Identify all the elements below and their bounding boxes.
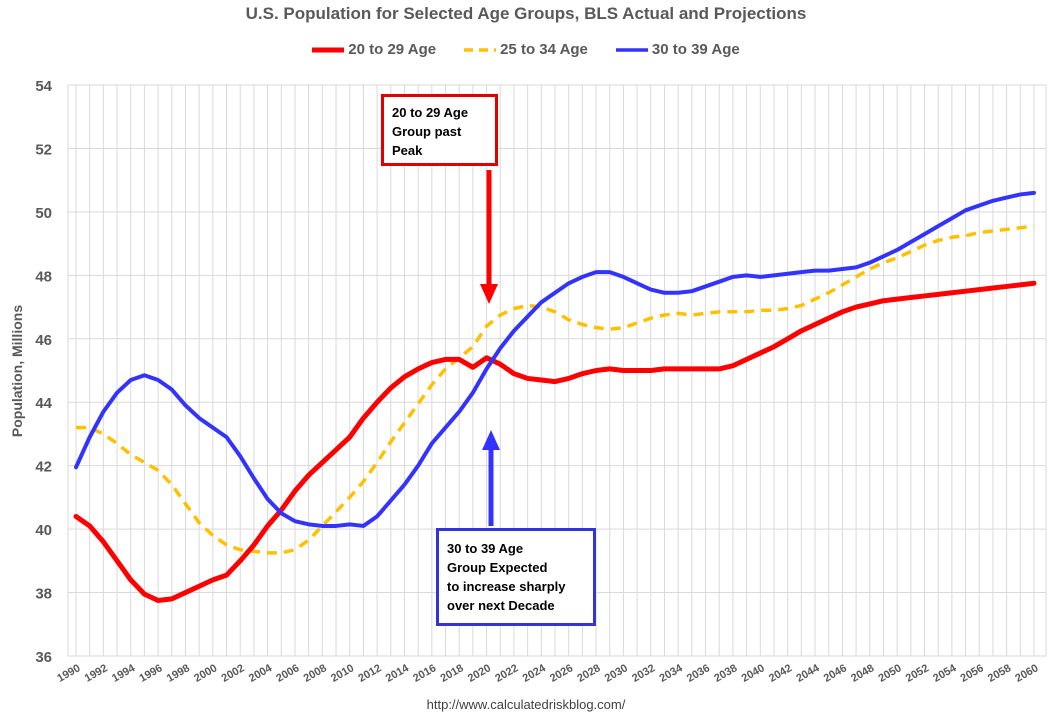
legend-label-20-29: 20 to 29 Age (348, 41, 437, 58)
x-tick-label: 2042 (767, 662, 794, 685)
y-tick-label: 46 (35, 332, 52, 349)
x-tick-label: 2006 (274, 662, 301, 685)
x-tick-label: 2052 (904, 662, 931, 685)
legend-item-20-29: 20 to 29 Age (312, 41, 436, 58)
y-tick-label: 44 (35, 395, 52, 412)
x-tick-label: 2050 (876, 662, 903, 685)
annotation-red-line-1: 20 to 29 Age (392, 105, 469, 120)
x-tick-label: 2008 (302, 662, 329, 685)
x-tick-label: 1994 (110, 662, 138, 685)
x-tick-label: 2022 (493, 662, 520, 685)
series-line-20-to-29-age (73, 280, 1037, 603)
source-url: http://www.calculatedriskblog.com/ (426, 697, 626, 712)
y-tick-label: 52 (35, 141, 52, 158)
x-tick-label: 2026 (548, 662, 575, 685)
annotation-blue-line-4: over next Decade (447, 598, 555, 613)
x-tick-label: 2012 (356, 662, 383, 685)
y-axis-tick-labels: 36 38 40 42 44 46 48 50 52 54 (35, 78, 52, 666)
x-tick-label: 1990 (55, 662, 82, 685)
y-tick-label: 36 (35, 649, 52, 666)
annotation-red-line-2: Group past (392, 124, 462, 139)
legend: 20 to 29 Age 25 to 34 Age 30 to 39 Age (0, 41, 1052, 58)
x-tick-label: 2036 (685, 662, 712, 685)
x-tick-label: 2058 (986, 662, 1013, 685)
x-tick-label: 2004 (247, 662, 275, 685)
annotation-red-box: 20 to 29 Age Group past Peak (381, 94, 498, 166)
annotation-blue-box: 30 to 39 Age Group Expected to increase … (436, 528, 596, 626)
y-tick-label: 40 (35, 522, 52, 539)
x-tick-label: 2032 (630, 662, 657, 685)
legend-item-30-39: 30 to 39 Age (615, 41, 740, 58)
x-tick-label: 2030 (603, 662, 630, 685)
x-axis-tick-labels: 1990 1992 1994 1996 1998 2000 2002 2004 2006 2008… (55, 662, 1040, 685)
annotation-arrows (480, 170, 500, 526)
vertical-gridlines (75, 85, 1035, 656)
x-tick-label: 1992 (83, 662, 110, 685)
x-tick-label: 2046 (822, 662, 849, 685)
x-tick-label: 2044 (794, 662, 822, 685)
x-tick-label: 2048 (849, 662, 876, 685)
annotation-blue-line-3: to increase sharply (447, 579, 566, 594)
y-tick-label: 38 (35, 586, 52, 603)
x-tick-label: 2056 (959, 662, 986, 685)
x-tick-label: 2028 (575, 662, 602, 685)
x-tick-label: 1996 (137, 662, 164, 685)
x-tick-label: 2002 (220, 662, 247, 685)
x-tick-label: 2018 (438, 662, 465, 685)
legend-swatch-25-34 (464, 47, 497, 52)
legend-label-30-39: 30 to 39 Age (651, 41, 740, 58)
y-tick-label: 54 (35, 78, 52, 95)
series-line-25-to-34-age (76, 224, 1035, 555)
x-tick-label: 2010 (329, 662, 356, 685)
annotation-red-line-3: Peak (392, 143, 423, 158)
y-axis-label: Population, Millions (9, 305, 25, 437)
y-tick-label: 42 (35, 459, 52, 476)
x-tick-label: 2014 (384, 662, 412, 685)
legend-item-25-34: 25 to 34 Age (464, 41, 588, 58)
x-tick-label: 1998 (165, 662, 192, 685)
arrow-red-down (480, 170, 498, 304)
x-tick-label: 2020 (466, 662, 493, 685)
x-tick-label: 2024 (521, 662, 549, 685)
plot-frame (67, 84, 1047, 657)
arrow-blue-up (482, 430, 500, 526)
y-tick-label: 48 (35, 268, 52, 285)
chart-title: U.S. Population for Selected Age Groups,… (245, 4, 807, 23)
x-tick-label: 2034 (657, 662, 685, 685)
x-tick-label: 2060 (1013, 662, 1040, 685)
series-lines (73, 190, 1037, 603)
y-tick-label: 50 (35, 205, 52, 222)
x-tick-label: 2040 (740, 662, 767, 685)
annotation-blue-line-2: Group Expected (447, 560, 548, 575)
x-tick-label: 2016 (411, 662, 438, 685)
legend-label-25-34: 25 to 34 Age (500, 41, 588, 58)
legend-swatch-30-39 (615, 47, 648, 52)
series-line-30-to-39-age (74, 190, 1036, 528)
annotation-blue-line-1: 30 to 39 Age (447, 541, 524, 556)
x-tick-label: 2000 (192, 662, 219, 685)
legend-swatch-20-29 (312, 47, 345, 52)
x-tick-label: 2054 (931, 662, 959, 685)
x-tick-label: 2038 (712, 662, 739, 685)
